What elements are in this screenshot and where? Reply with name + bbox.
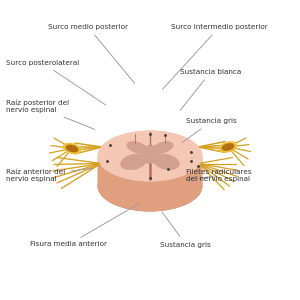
Text: Surco intermedio posterior: Surco intermedio posterior <box>162 24 268 89</box>
Text: Raíz anterior del
nervio espinal: Raíz anterior del nervio espinal <box>6 168 92 182</box>
Text: Sustancia gris: Sustancia gris <box>182 118 237 142</box>
Ellipse shape <box>120 154 147 170</box>
Ellipse shape <box>127 141 148 154</box>
Ellipse shape <box>222 143 234 151</box>
Text: Surco medio posterior: Surco medio posterior <box>48 24 135 83</box>
Ellipse shape <box>142 145 158 164</box>
Text: Filetes radiculares
del nervio espinal: Filetes radiculares del nervio espinal <box>186 169 252 182</box>
Ellipse shape <box>98 130 202 182</box>
Text: Raíz posterior del
nervio espinal: Raíz posterior del nervio espinal <box>6 100 95 130</box>
Ellipse shape <box>98 160 202 211</box>
Ellipse shape <box>66 145 78 152</box>
Ellipse shape <box>152 141 173 154</box>
Ellipse shape <box>152 141 173 154</box>
Text: Fisura media anterior: Fisura media anterior <box>30 204 139 248</box>
Text: Sustancia blanca: Sustancia blanca <box>180 69 241 110</box>
Ellipse shape <box>153 154 180 170</box>
Ellipse shape <box>219 141 237 153</box>
Ellipse shape <box>142 145 158 164</box>
Ellipse shape <box>127 141 148 154</box>
Text: Sustancia gris: Sustancia gris <box>160 212 211 248</box>
Ellipse shape <box>63 143 81 154</box>
Ellipse shape <box>153 154 180 170</box>
Ellipse shape <box>98 130 202 182</box>
Text: Surco posterolateral: Surco posterolateral <box>6 60 106 105</box>
PathPatch shape <box>98 156 202 212</box>
Ellipse shape <box>120 154 147 170</box>
